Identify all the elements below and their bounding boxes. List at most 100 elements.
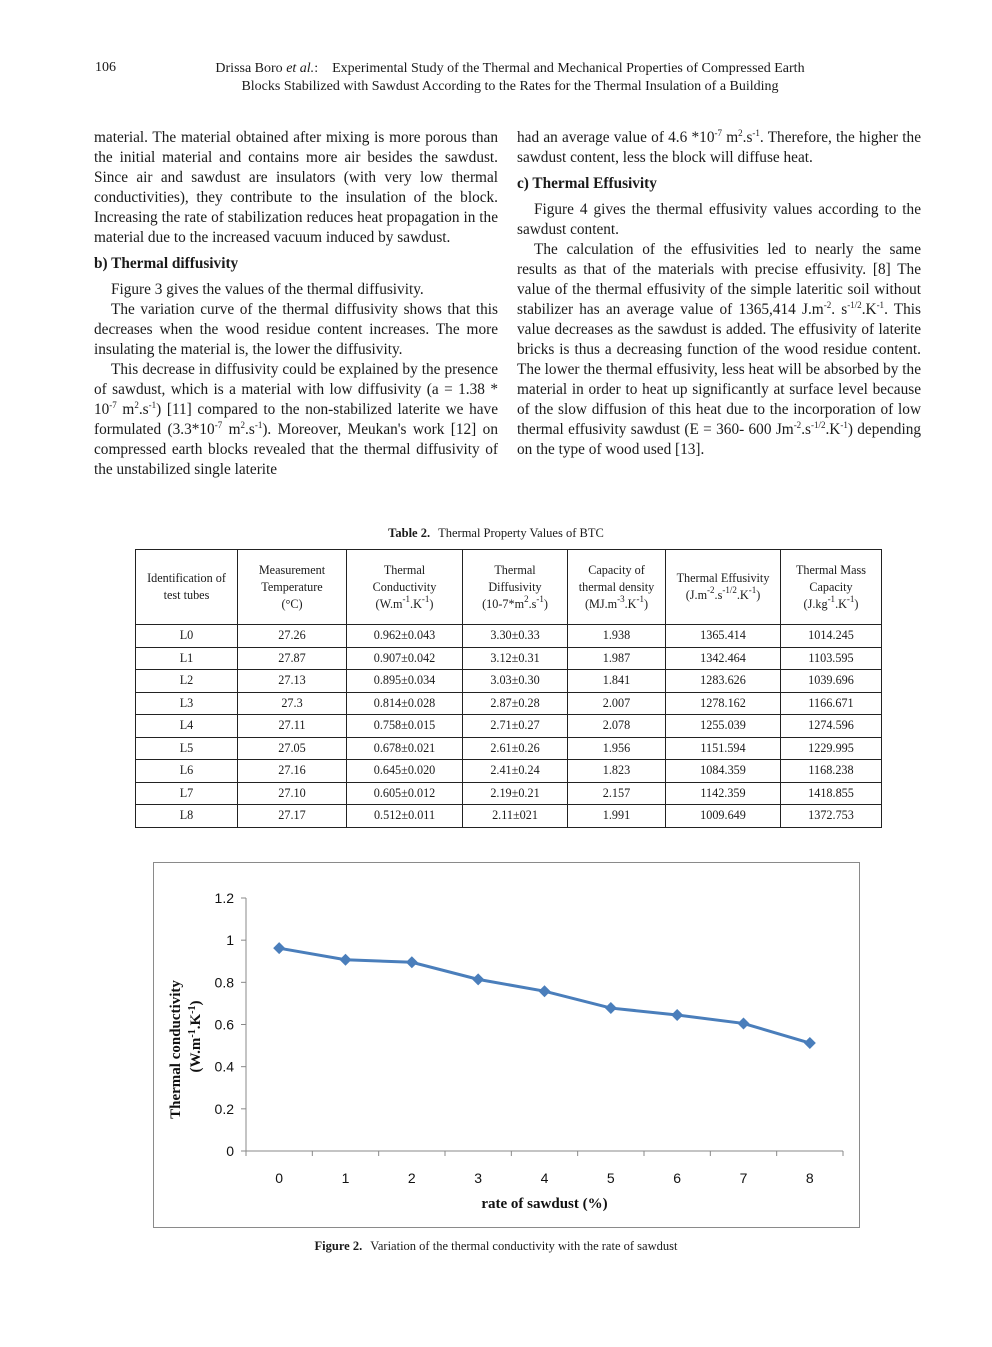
data-point-marker: [803, 1037, 816, 1050]
x-axis-title: rate of sawdust (%): [481, 1196, 607, 1212]
data-point-marker: [273, 942, 286, 955]
running-head: Drissa Boro et al.: Experimental Study o…: [160, 60, 860, 96]
table-cell: 1278.162: [665, 691, 781, 715]
table-cell: 1418.855: [780, 781, 882, 805]
table-cell: 1.841: [567, 669, 666, 693]
table-cell: 2.19±0.21: [462, 781, 568, 805]
thermal-properties-table: Identification of test tubes Measurement …: [135, 549, 882, 828]
table-row: L3 27.3 0.814±0.028 2.87±0.28 2.007 1278.162 1…: [135, 691, 882, 715]
table-cell: 27.26: [237, 624, 347, 648]
running-head-line1: Drissa Boro et al.: Experimental Study o…: [215, 61, 805, 76]
table-cell: 0.678±0.021: [346, 736, 463, 760]
table-cell: 1372.753: [780, 804, 882, 828]
x-tick-label: 6: [673, 1170, 681, 1186]
table-cell: L7: [135, 781, 238, 805]
column-header-unit: (J.kg-1.K-1): [803, 593, 859, 611]
data-point-marker: [405, 956, 418, 969]
column-header-label: Measurement Temperature: [258, 562, 326, 594]
paragraph: Figure 4 gives the thermal effusivity va…: [517, 201, 921, 238]
data-point-marker: [604, 1002, 617, 1015]
table-row: L0 27.26 0.962±0.043 3.30±0.33 1.938 1365.414…: [135, 624, 882, 648]
table-cell: 1014.245: [780, 624, 882, 648]
running-head-line2: Blocks Stabilized with Sawdust According…: [241, 79, 779, 94]
table-cell: 0.907±0.042: [346, 646, 463, 670]
page-number: 106: [95, 60, 116, 75]
table-row: L1 27.87 0.907±0.042 3.12±0.31 1.987 1342.464…: [135, 646, 882, 670]
data-point-marker: [671, 1009, 684, 1022]
table-cell: L0: [135, 624, 238, 648]
x-tick-label: 8: [806, 1170, 814, 1186]
table-cell: 3.12±0.31: [462, 646, 568, 670]
table-cell: 0.895±0.034: [346, 669, 463, 693]
table-cell: 3.03±0.30: [462, 669, 568, 693]
table-cell: L3: [135, 691, 238, 715]
y-tick-label: 0.4: [215, 1059, 235, 1075]
x-tick-label: 5: [607, 1170, 615, 1186]
table-header-row: Identification of test tubes Measurement …: [135, 549, 882, 625]
table-cell: 0.962±0.043: [346, 624, 463, 648]
table-cell: 1.991: [567, 804, 666, 828]
x-tick-label: 2: [408, 1170, 416, 1186]
column-header: Thermal Conductivity (W.m-1.K-1): [346, 549, 463, 625]
paragraph: had an average value of 4.6 *10-7 m2.s-1…: [517, 128, 921, 167]
table-cell: 1168.238: [780, 759, 882, 783]
et-al: et al.: [286, 61, 315, 76]
table-row: L5 27.05 0.678±0.021 2.61±0.26 1.956 1151.594…: [135, 736, 882, 760]
table-cell: L5: [135, 736, 238, 760]
table-cell: 2.71±0.27: [462, 714, 568, 738]
table-cell: 1103.595: [780, 646, 882, 670]
table-cell: 1255.039: [665, 714, 781, 738]
x-tick-label: 4: [541, 1170, 549, 1186]
data-point-marker: [472, 973, 485, 986]
column-header-label: Thermal Diffusivity: [488, 562, 542, 594]
table-cell: 2.078: [567, 714, 666, 738]
table-cell: 27.05: [237, 736, 347, 760]
data-point-marker: [339, 953, 352, 966]
x-tick-label: 7: [740, 1170, 748, 1186]
table-cell: 27.16: [237, 759, 347, 783]
table-cell: L6: [135, 759, 238, 783]
table-row: L6 27.16 0.645±0.020 2.41±0.24 1.823 1084.359…: [135, 759, 882, 783]
table-cell: 1084.359: [665, 759, 781, 783]
column-header: Measurement Temperature (°C): [237, 549, 347, 625]
table-cell: 1342.464: [665, 646, 781, 670]
table-cell: 1.956: [567, 736, 666, 760]
table-cell: 1.823: [567, 759, 666, 783]
paragraph: The variation curve of the thermal diffu…: [94, 301, 498, 358]
table-cell: 2.007: [567, 691, 666, 715]
column-header-label: Capacity of thermal density: [578, 562, 655, 594]
table-cell: 27.11: [237, 714, 347, 738]
figure-caption: Figure 2. Variation of the thermal conduc…: [314, 1239, 678, 1253]
column-header-label: Thermal Conductivity: [372, 562, 437, 594]
x-tick-label: 3: [474, 1170, 482, 1186]
table-cell: 2.61±0.26: [462, 736, 568, 760]
column-header-label: Identification of test tubes: [147, 571, 226, 602]
table-cell: 27.3: [237, 691, 347, 715]
y-axis-title: Thermal conductivity: [168, 980, 184, 1119]
y-tick-label: 1: [226, 932, 234, 948]
table-cell: 2.157: [567, 781, 666, 805]
column-header: Capacity of thermal density (MJ.m-3.K-1): [567, 549, 666, 625]
column-header-label: Thermal Mass Capacity: [795, 562, 867, 594]
table-cell: 3.30±0.33: [462, 624, 568, 648]
column-header-label: Thermal Effusivity: [676, 571, 770, 585]
table-cell: L1: [135, 646, 238, 670]
table-cell: 1039.696: [780, 669, 882, 693]
table-row: L7 27.10 0.605±0.012 2.19±0.21 2.157 1142.359…: [135, 781, 882, 805]
table-cell: 1151.594: [665, 736, 781, 760]
data-point-marker: [737, 1017, 750, 1030]
table-cell: 27.13: [237, 669, 347, 693]
table-cell: L8: [135, 804, 238, 828]
column-header-unit: (W.m-1.K-1): [375, 593, 434, 611]
table-row: L4 27.11 0.758±0.015 2.71±0.27 2.078 1255.039…: [135, 714, 882, 738]
column-header-unit: (MJ.m-3.K-1): [584, 593, 649, 611]
column-header: Thermal Effusivity (J.m-2.s-1/2.K-1): [665, 549, 781, 625]
table-cell: 1166.671: [780, 691, 882, 715]
x-tick-label: 0: [275, 1170, 283, 1186]
y-tick-label: 0.6: [215, 1017, 235, 1033]
table-cell: 27.10: [237, 781, 347, 805]
column-header-unit: (J.m-2.s-1/2.K-1): [685, 585, 761, 603]
column-header: Thermal Mass Capacity (J.kg-1.K-1): [780, 549, 882, 625]
table-cell: 2.11±021: [462, 804, 568, 828]
table-cell: 0.605±0.012: [346, 781, 463, 805]
